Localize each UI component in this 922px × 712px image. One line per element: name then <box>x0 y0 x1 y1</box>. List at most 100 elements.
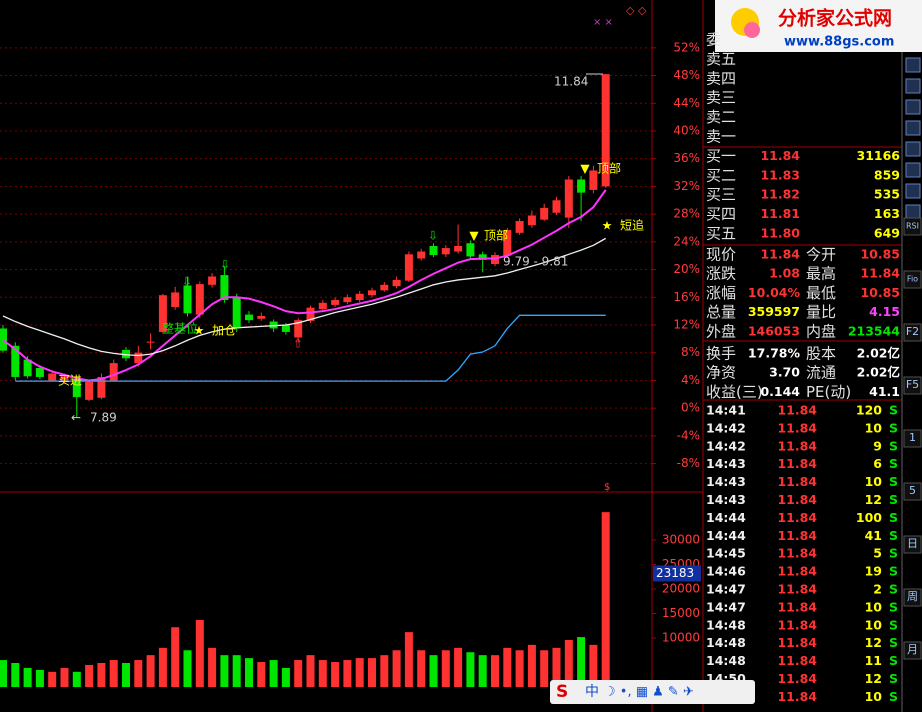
volume-bar <box>134 660 143 687</box>
logo-icon <box>744 22 760 38</box>
volume-bar <box>491 655 499 687</box>
trade-cell: 10 <box>865 474 883 489</box>
quote-value: 213544 <box>848 323 900 338</box>
volume-bar <box>466 652 475 687</box>
tool-label[interactable]: Fio <box>907 275 918 284</box>
quote-label: 内盘 <box>806 322 836 340</box>
y-tick-label: 8% <box>681 345 700 359</box>
candle-body <box>392 279 401 287</box>
tool-label[interactable]: RSI <box>906 222 919 231</box>
candle-body <box>195 284 204 315</box>
book-label: 卖四 <box>706 69 736 87</box>
marker-icon: ▼ <box>469 229 479 243</box>
trade-cell: S <box>889 456 898 471</box>
candle-body <box>552 200 561 213</box>
annotation: 整基位 <box>162 321 198 336</box>
quote-label: 涨幅 <box>706 284 736 302</box>
book-price: 11.81 <box>760 206 800 221</box>
tool-button[interactable] <box>903 482 922 501</box>
candle-body <box>478 254 487 260</box>
trade-cell: 14:46 <box>706 564 746 579</box>
tool-button[interactable] <box>903 270 922 289</box>
volume-bar <box>281 667 290 687</box>
tool-label[interactable]: 周 <box>907 590 918 603</box>
tool-button[interactable] <box>903 535 922 554</box>
tool-label[interactable]: 5 <box>909 484 916 497</box>
trade-cell: S <box>889 653 898 668</box>
quote-value: 3.70 <box>769 365 800 380</box>
marker-icon: ← <box>71 411 81 425</box>
tool-button[interactable] <box>903 588 922 607</box>
trade-cell: S <box>889 617 898 632</box>
cursor-box <box>653 565 701 582</box>
volume-bar <box>380 655 389 687</box>
quote-label: 总量 <box>706 303 736 321</box>
trade-cell: 14:44 <box>706 510 746 525</box>
tool-icon <box>905 57 921 73</box>
candle-body <box>527 215 536 226</box>
volume-bar <box>72 671 81 687</box>
candle-body <box>60 376 69 382</box>
volume-bar <box>454 647 463 687</box>
trade-cell: S <box>889 689 898 704</box>
trade-cell: S <box>889 492 898 507</box>
ime-mode: 中 <box>585 684 599 700</box>
logo-url: www.88gs.com <box>784 35 894 50</box>
trade-cell: 12 <box>865 492 882 507</box>
marker-icon: ▼ <box>580 162 590 176</box>
trade-cell: 11.84 <box>777 617 817 632</box>
candle-body <box>220 275 229 301</box>
volume-bar <box>552 647 561 687</box>
volume-bar <box>269 660 278 687</box>
candle-body <box>171 292 180 307</box>
tool-icon <box>905 204 921 220</box>
trade-cell: 11.84 <box>777 510 817 525</box>
book-volume: 535 <box>874 187 900 202</box>
volume-bar <box>158 647 167 687</box>
tool-button[interactable] <box>903 323 922 342</box>
trade-cell: 9 <box>873 438 882 453</box>
annotation: 9.79 - 9.81 <box>503 255 568 269</box>
quote-value: 146053 <box>748 323 800 338</box>
tool-button[interactable] <box>903 429 922 448</box>
tool-label[interactable]: 月 <box>907 643 918 656</box>
tool-button[interactable] <box>903 641 922 660</box>
volume-bar <box>306 655 315 687</box>
trade-cell: 14:47 <box>706 599 746 614</box>
volume-bar <box>11 663 20 687</box>
candle-body <box>503 230 512 256</box>
trade-cell: 11.84 <box>777 582 817 597</box>
volume-bar <box>97 663 106 687</box>
candle-body <box>257 315 266 319</box>
trade-cell: 14:42 <box>706 438 746 453</box>
tool-button[interactable] <box>903 217 922 236</box>
trade-cell: 14:43 <box>706 492 746 507</box>
y-tick-label: -4% <box>677 428 700 442</box>
trade-cell: 14:47 <box>706 582 746 597</box>
tool-label[interactable]: 日 <box>907 537 918 550</box>
tool-button[interactable] <box>903 376 922 395</box>
marker-icon: ⇩ <box>182 275 192 289</box>
trade-cell: 10 <box>865 617 883 632</box>
cursor-label: 23183 <box>656 566 694 580</box>
annotation: 短追 <box>620 218 644 233</box>
volume-bar <box>540 650 549 687</box>
trade-cell: 14:44 <box>706 528 746 543</box>
quote-value: 10.85 <box>860 285 900 300</box>
trade-cell: 100 <box>856 510 882 525</box>
ime-background <box>550 680 755 704</box>
candle-body <box>577 179 586 193</box>
tool-label[interactable]: F5 <box>906 378 919 391</box>
candle-body <box>355 293 364 301</box>
book-label: 卖五 <box>706 50 736 68</box>
trade-cell: 11.84 <box>777 671 817 686</box>
tool-label[interactable]: F2 <box>906 325 919 338</box>
y-tick-label: 52% <box>673 40 700 54</box>
quote-label: 股本 <box>806 345 836 363</box>
ime-bar: S 中 ☽ •, ▦ ♟ ✎ ✈ <box>550 680 755 704</box>
volume-bar <box>564 639 573 687</box>
trade-cell: 11.84 <box>777 474 817 489</box>
y-tick-label: 36% <box>673 151 700 165</box>
tool-label[interactable]: 1 <box>909 431 916 444</box>
